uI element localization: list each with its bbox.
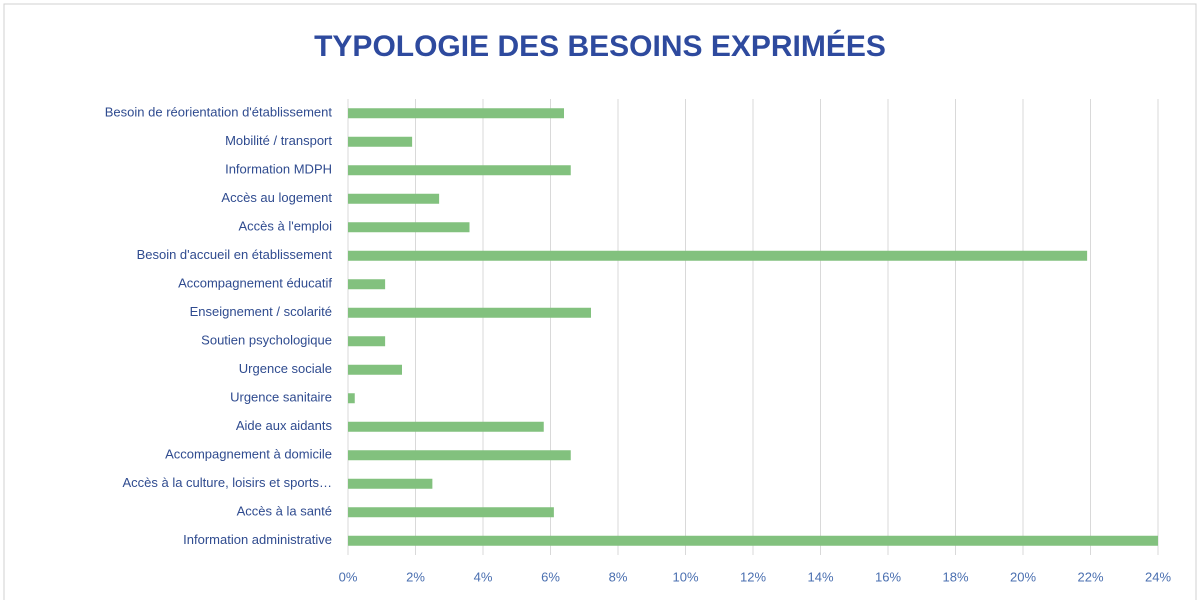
y-tick-label: Accès au logement — [221, 190, 332, 205]
chart-frame — [3, 3, 1197, 600]
bar — [348, 108, 564, 119]
y-tick-label: Accompagnement éducatif — [178, 276, 332, 291]
x-tick-label: 20% — [1010, 569, 1036, 584]
bar — [348, 336, 386, 347]
x-tick-label: 12% — [740, 569, 766, 584]
y-tick-label: Information administrative — [183, 532, 332, 547]
bar — [348, 421, 544, 432]
x-tick-label: 14% — [807, 569, 833, 584]
y-tick-label: Accompagnement à domicile — [165, 447, 332, 462]
y-tick-label: Aide aux aidants — [236, 418, 333, 433]
bar — [348, 250, 1088, 261]
bar — [348, 165, 571, 176]
x-tick-label: 8% — [609, 569, 628, 584]
x-tick-label: 24% — [1145, 569, 1171, 584]
y-tick-label: Mobilité / transport — [225, 133, 332, 148]
bar — [348, 136, 413, 147]
bar — [348, 364, 402, 375]
bar — [348, 222, 470, 233]
bar — [348, 193, 440, 204]
x-tick-label: 10% — [672, 569, 698, 584]
x-tick-label: 2% — [406, 569, 425, 584]
x-tick-label: 22% — [1077, 569, 1103, 584]
y-tick-label: Urgence sanitaire — [230, 390, 332, 405]
x-tick-label: 0% — [339, 569, 358, 584]
y-tick-label: Accès à la santé — [237, 504, 332, 519]
y-tick-label: Enseignement / scolarité — [190, 304, 332, 319]
chart-title: TYPOLOGIE DES BESOINS EXPRIMÉES — [314, 29, 886, 63]
bar — [348, 507, 554, 518]
x-tick-label: 6% — [541, 569, 560, 584]
bar — [348, 450, 571, 461]
bar — [348, 279, 386, 290]
y-tick-label: Besoin d'accueil en établissement — [137, 247, 333, 262]
bar — [348, 535, 1158, 546]
bar — [348, 393, 355, 404]
y-tick-label: Urgence sociale — [239, 361, 332, 376]
x-tick-label: 18% — [942, 569, 968, 584]
y-tick-label: Accès à l'emploi — [238, 219, 332, 234]
y-tick-label: Besoin de réorientation d'établissement — [105, 105, 333, 120]
x-tick-label: 4% — [474, 569, 493, 584]
x-tick-label: 16% — [875, 569, 901, 584]
bar — [348, 478, 433, 489]
y-tick-label: Soutien psychologique — [201, 333, 332, 348]
y-tick-label: Accès à la culture, loisirs et sports… — [122, 475, 332, 490]
bar — [348, 307, 591, 318]
y-tick-label: Information MDPH — [225, 162, 332, 177]
